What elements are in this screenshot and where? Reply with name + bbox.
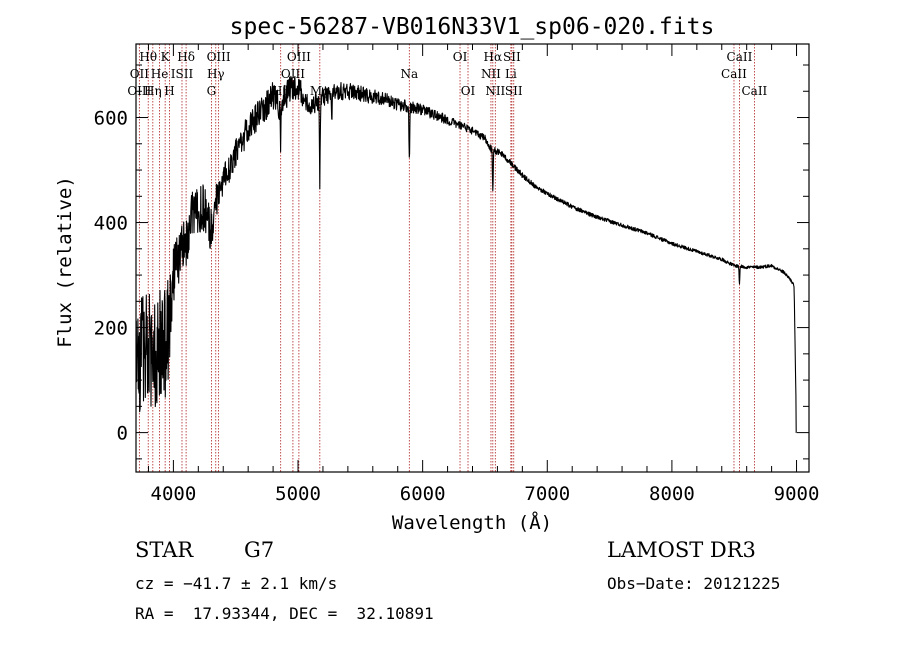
y-tick-label: 0 xyxy=(117,423,128,445)
spectral-line-label: Hθ xyxy=(139,50,157,64)
spectral-line-label: OI xyxy=(461,84,476,98)
axis-tick-labels: 4000 5000 6000 7000 8000 9000 0 200 400 600 xyxy=(94,108,820,505)
survey-label: LAMOST DR3 xyxy=(607,538,756,562)
y-axis-title: Flux (relative) xyxy=(54,176,76,348)
spectral-line-label: K xyxy=(161,50,171,64)
spectral-line-label: Hη xyxy=(144,84,162,98)
spectral-line-label: Hα xyxy=(484,50,503,64)
x-tick-label: 7000 xyxy=(524,483,570,505)
spectral-line-label: CaII xyxy=(721,67,747,81)
x-tick-label: 4000 xyxy=(151,483,197,505)
spectral-line-label: NII xyxy=(481,67,501,81)
spectral-line-markers xyxy=(138,44,755,472)
spectral-line-label: CaII xyxy=(727,50,753,64)
spectral-line-label: OIII xyxy=(207,50,231,64)
object-subclass: G7 xyxy=(244,538,275,562)
spectral-line-label: OIII xyxy=(287,50,311,64)
y-tick-label: 200 xyxy=(94,318,128,340)
object-class: STAR xyxy=(135,538,194,562)
spectral-line-label: SII xyxy=(505,84,523,98)
spectral-line-label: ISII xyxy=(171,67,194,81)
spectral-line-label: NII xyxy=(485,84,505,98)
spectral-line-label: CaII xyxy=(741,84,767,98)
x-tick-label: 9000 xyxy=(774,483,820,505)
x-tick-label: 8000 xyxy=(649,483,695,505)
x-tick-label: 6000 xyxy=(400,483,446,505)
axis-ticks xyxy=(136,44,809,472)
spectral-line-label: OI xyxy=(453,50,468,64)
spectral-line-label: Hδ xyxy=(177,50,195,64)
spectral-line-label: G xyxy=(207,84,217,98)
spectral-line-label: SII xyxy=(503,50,521,64)
x-axis-title: Wavelength (Å) xyxy=(392,511,552,534)
spectral-line-label: OIII xyxy=(281,67,305,81)
observation-date: Obs−Date: 20121225 xyxy=(607,574,781,593)
y-tick-label: 600 xyxy=(94,108,128,130)
redshift-velocity: cz = −41.7 ± 2.1 km/s xyxy=(135,574,338,593)
spectral-line-label: H xyxy=(164,84,174,98)
plot-frame xyxy=(135,43,810,473)
spectral-line-label: He xyxy=(151,67,169,81)
spectral-line-label: OII xyxy=(130,67,150,81)
spectral-line-label: Hγ xyxy=(207,67,225,81)
x-tick-label: 5000 xyxy=(275,483,321,505)
sky-coordinates: RA = 17.93344, DEC = 32.10891 xyxy=(135,604,434,623)
spectrum-line xyxy=(135,75,797,434)
y-tick-label: 400 xyxy=(94,213,128,235)
spectral-line-label: Na xyxy=(400,67,418,81)
spectral-line-label: Li xyxy=(505,67,517,81)
chart-title: spec-56287-VB016N33V1_sp06-020.fits xyxy=(230,14,715,40)
